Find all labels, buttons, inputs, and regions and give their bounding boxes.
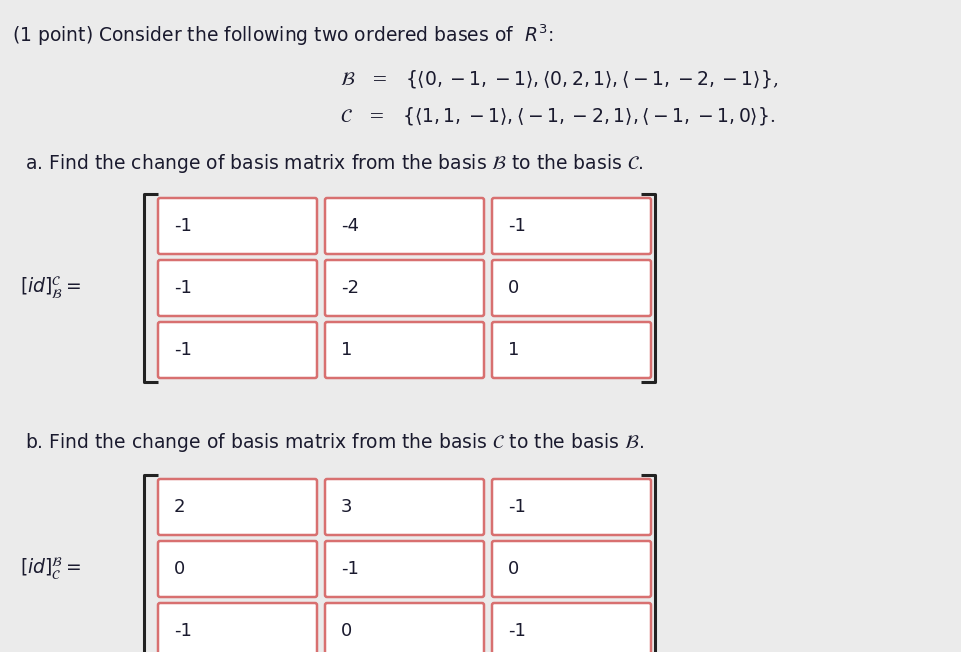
- Text: 0: 0: [507, 560, 519, 578]
- FancyBboxPatch shape: [491, 603, 651, 652]
- FancyBboxPatch shape: [325, 603, 483, 652]
- Text: 0: 0: [340, 622, 352, 640]
- Text: -4: -4: [340, 217, 358, 235]
- Text: -1: -1: [507, 622, 526, 640]
- Text: -1: -1: [174, 622, 191, 640]
- Text: $[id]^{\mathcal{C}}_{\mathcal{B}} =$: $[id]^{\mathcal{C}}_{\mathcal{B}} =$: [20, 275, 82, 301]
- FancyBboxPatch shape: [491, 198, 651, 254]
- FancyBboxPatch shape: [158, 198, 317, 254]
- FancyBboxPatch shape: [491, 322, 651, 378]
- Text: -2: -2: [340, 279, 358, 297]
- FancyBboxPatch shape: [158, 541, 317, 597]
- Text: -1: -1: [507, 498, 526, 516]
- Text: -1: -1: [174, 217, 191, 235]
- FancyBboxPatch shape: [491, 479, 651, 535]
- Text: b. Find the change of basis matrix from the basis $\mathcal{C}$ to the basis $\m: b. Find the change of basis matrix from …: [25, 431, 643, 454]
- Text: $\mathcal{B}$   =   $\{\langle 0,-1,-1\rangle , \langle 0,2,1\rangle , \langle -: $\mathcal{B}$ = $\{\langle 0,-1,-1\rangl…: [339, 68, 777, 90]
- Text: -1: -1: [174, 279, 191, 297]
- FancyBboxPatch shape: [491, 541, 651, 597]
- FancyBboxPatch shape: [325, 322, 483, 378]
- FancyBboxPatch shape: [491, 260, 651, 316]
- Text: -1: -1: [174, 341, 191, 359]
- Text: (1 point) Consider the following two ordered bases of  $R^3$:: (1 point) Consider the following two ord…: [12, 22, 553, 48]
- Text: a. Find the change of basis matrix from the basis $\mathcal{B}$ to the basis $\m: a. Find the change of basis matrix from …: [25, 152, 643, 175]
- Text: 1: 1: [507, 341, 519, 359]
- Text: -1: -1: [340, 560, 358, 578]
- Text: 0: 0: [174, 560, 185, 578]
- FancyBboxPatch shape: [325, 198, 483, 254]
- FancyBboxPatch shape: [158, 603, 317, 652]
- Text: $[id]^{\mathcal{B}}_{\mathcal{C}} =$: $[id]^{\mathcal{B}}_{\mathcal{C}} =$: [20, 556, 82, 582]
- FancyBboxPatch shape: [158, 479, 317, 535]
- FancyBboxPatch shape: [325, 260, 483, 316]
- Text: $\mathcal{C}$   =   $\{\langle 1,1,-1\rangle , \langle -1,-2,1\rangle , \langle : $\mathcal{C}$ = $\{\langle 1,1,-1\rangle…: [339, 105, 775, 127]
- FancyBboxPatch shape: [158, 322, 317, 378]
- FancyBboxPatch shape: [325, 541, 483, 597]
- FancyBboxPatch shape: [158, 260, 317, 316]
- Text: 3: 3: [340, 498, 352, 516]
- Text: -1: -1: [507, 217, 526, 235]
- FancyBboxPatch shape: [325, 479, 483, 535]
- Text: 1: 1: [340, 341, 352, 359]
- Text: 0: 0: [507, 279, 519, 297]
- Text: 2: 2: [174, 498, 185, 516]
